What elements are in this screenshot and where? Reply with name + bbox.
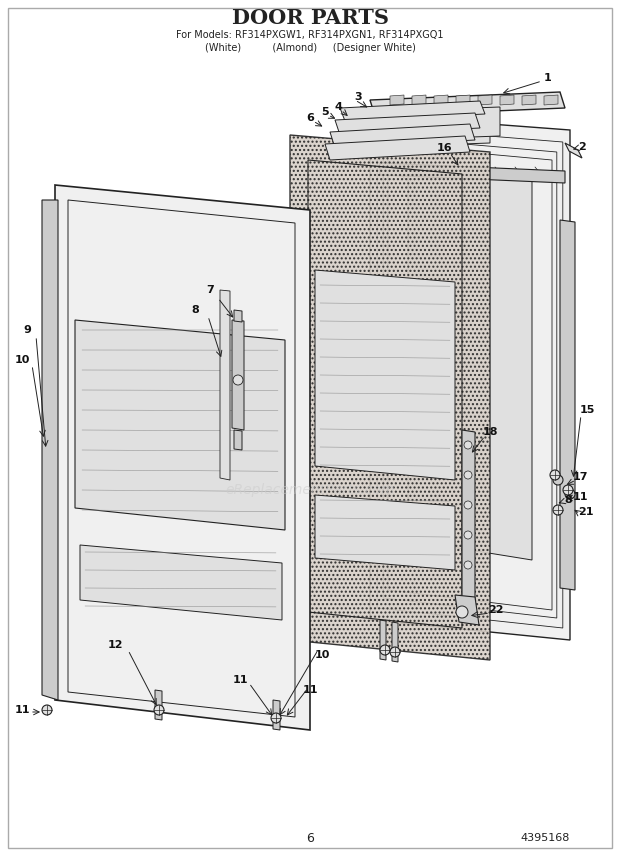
Polygon shape: [560, 220, 575, 590]
Text: 2: 2: [578, 142, 586, 152]
Polygon shape: [565, 143, 582, 158]
Polygon shape: [325, 136, 470, 160]
Polygon shape: [75, 320, 285, 530]
Circle shape: [380, 645, 390, 655]
Circle shape: [233, 375, 243, 385]
Circle shape: [464, 441, 472, 449]
Polygon shape: [80, 545, 282, 620]
Polygon shape: [273, 700, 280, 730]
Text: 11: 11: [303, 685, 317, 695]
Polygon shape: [335, 113, 480, 135]
Text: 9: 9: [23, 325, 31, 335]
Circle shape: [271, 713, 281, 723]
Circle shape: [464, 471, 472, 479]
Polygon shape: [544, 95, 558, 105]
Text: 8: 8: [191, 305, 199, 315]
Circle shape: [42, 705, 52, 715]
Polygon shape: [350, 113, 490, 148]
Polygon shape: [340, 101, 485, 121]
Text: 15: 15: [579, 405, 595, 415]
Polygon shape: [370, 115, 570, 640]
Polygon shape: [360, 107, 500, 141]
Text: 11: 11: [14, 705, 30, 715]
Text: 21: 21: [578, 507, 594, 517]
Circle shape: [550, 470, 560, 480]
Text: 12: 12: [107, 640, 123, 650]
Polygon shape: [380, 163, 565, 183]
Circle shape: [563, 485, 573, 495]
Text: 3: 3: [354, 92, 362, 102]
Polygon shape: [370, 92, 565, 116]
Text: 11: 11: [572, 492, 588, 502]
Polygon shape: [522, 95, 536, 105]
Polygon shape: [234, 310, 242, 322]
Text: 6: 6: [306, 113, 314, 123]
Circle shape: [464, 561, 472, 569]
Circle shape: [553, 475, 563, 485]
Text: 7: 7: [206, 285, 214, 295]
Polygon shape: [220, 290, 230, 480]
Text: 18: 18: [482, 427, 498, 437]
Text: 4395168: 4395168: [520, 833, 570, 843]
Text: 4: 4: [334, 102, 342, 112]
Circle shape: [565, 489, 575, 499]
Polygon shape: [392, 622, 398, 662]
Text: 10: 10: [314, 650, 330, 660]
Polygon shape: [380, 620, 386, 660]
Circle shape: [154, 705, 164, 715]
Text: 10: 10: [14, 355, 30, 365]
Text: 1: 1: [544, 73, 552, 83]
Text: 16: 16: [437, 143, 453, 153]
Circle shape: [464, 501, 472, 509]
Polygon shape: [455, 595, 479, 625]
Text: 8: 8: [564, 495, 572, 505]
Polygon shape: [434, 95, 448, 105]
Text: 11: 11: [232, 675, 248, 685]
Polygon shape: [456, 95, 470, 105]
Polygon shape: [42, 200, 58, 700]
Text: (White)          (Almond)     (Designer White): (White) (Almond) (Designer White): [205, 43, 415, 53]
Polygon shape: [412, 95, 426, 105]
Circle shape: [456, 606, 468, 618]
Text: 22: 22: [489, 605, 503, 615]
Polygon shape: [290, 135, 490, 660]
Polygon shape: [500, 95, 514, 105]
Polygon shape: [462, 430, 475, 600]
Polygon shape: [232, 320, 244, 430]
Polygon shape: [234, 430, 242, 450]
Text: DOOR PARTS: DOOR PARTS: [231, 8, 389, 28]
Text: 17: 17: [572, 472, 588, 482]
Polygon shape: [155, 690, 162, 720]
Polygon shape: [478, 95, 492, 105]
Polygon shape: [315, 270, 455, 480]
Polygon shape: [55, 185, 310, 730]
Polygon shape: [390, 95, 404, 105]
Polygon shape: [408, 165, 532, 560]
Text: 5: 5: [321, 107, 329, 117]
Polygon shape: [330, 124, 475, 148]
Circle shape: [390, 647, 400, 657]
Circle shape: [464, 531, 472, 539]
Text: 6: 6: [306, 831, 314, 845]
Text: For Models: RF314PXGW1, RF314PXGN1, RF314PXGQ1: For Models: RF314PXGW1, RF314PXGN1, RF31…: [176, 30, 444, 40]
Polygon shape: [315, 495, 455, 570]
Text: eReplacementParts.com: eReplacementParts.com: [225, 483, 395, 497]
Circle shape: [553, 505, 563, 515]
